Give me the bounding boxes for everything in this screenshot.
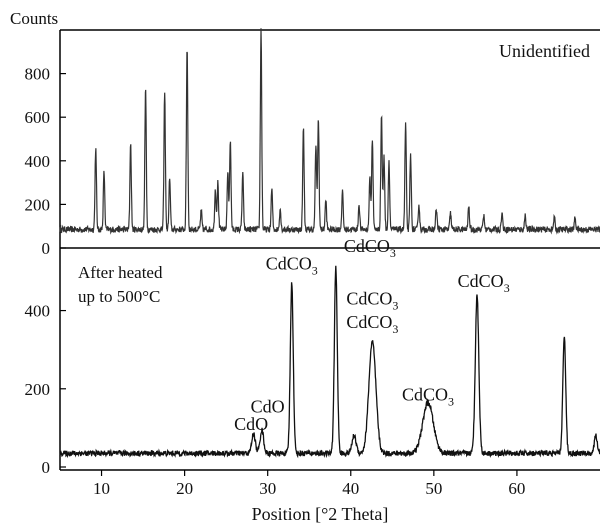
- top-y-tick-label: 800: [25, 65, 51, 84]
- top-y-ticks: 0 200 400 600 800: [25, 65, 66, 258]
- x-tick-label: 20: [176, 479, 193, 498]
- top-panel-annotation: Unidentified: [499, 41, 590, 61]
- peak-label: CdO: [251, 396, 285, 416]
- peak-label: CdCO3: [266, 254, 318, 278]
- bottom-pattern-trace: [59, 265, 600, 459]
- bottom-y-ticks: 0 200 400: [25, 302, 66, 477]
- top-y-tick-label: 0: [42, 239, 51, 258]
- peak-label: CdO: [234, 414, 268, 434]
- peak-label: CdCO3: [402, 385, 454, 409]
- top-y-tick-label: 200: [25, 195, 51, 214]
- peak-label: CdCO3: [344, 236, 396, 260]
- bottom-panel-annotation-line1: After heated: [78, 263, 163, 282]
- x-tick-label: 40: [342, 479, 359, 498]
- x-tick-label: 30: [259, 479, 276, 498]
- peak-label: CdCO3: [346, 289, 398, 313]
- x-tick-label: 50: [425, 479, 442, 498]
- peak-label: CdCO3: [346, 312, 398, 336]
- top-pattern-trace: [59, 28, 600, 235]
- x-axis-label: Position [°2 Theta]: [252, 504, 389, 524]
- peak-label: CdCO3: [458, 271, 510, 295]
- top-y-tick-label: 600: [25, 108, 51, 127]
- bottom-panel-annotation-line2: up to 500°C: [78, 287, 160, 306]
- x-tick-label: 60: [508, 479, 525, 498]
- x-ticks: 10 20 30 40 50 60: [93, 470, 525, 498]
- y-axis-label: Counts: [10, 9, 58, 28]
- x-tick-label: 10: [93, 479, 110, 498]
- bottom-y-tick-label: 200: [25, 380, 51, 399]
- bottom-y-tick-label: 400: [25, 302, 51, 321]
- bottom-y-tick-label: 0: [42, 458, 51, 477]
- top-y-tick-label: 400: [25, 152, 51, 171]
